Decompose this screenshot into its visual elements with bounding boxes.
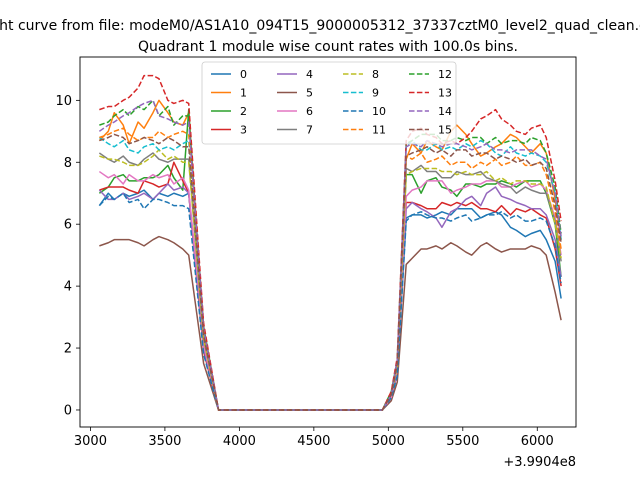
chart-title: Quadrant 1 module wise count rates with … [138, 39, 518, 55]
y-tick-label: 0 [64, 403, 72, 418]
legend-label-10: 10 [372, 105, 386, 118]
series-line-3 [99, 161, 562, 411]
series-line-11 [99, 127, 562, 411]
x-tick-label: 6000 [521, 434, 554, 449]
legend-label-2: 2 [240, 105, 247, 118]
y-tick-label: 6 [64, 218, 72, 233]
x-offset-label: +3.9904e8 [503, 455, 576, 470]
figure-suptitle: Light curve from file: modeM0/AS1A10_094… [0, 18, 640, 34]
series-line-4 [98, 183, 562, 411]
y-tick-label: 8 [64, 156, 72, 171]
axes-frame [79, 56, 577, 428]
series-line-7 [98, 152, 562, 411]
x-tick-label: 5500 [446, 434, 479, 449]
legend-label-8: 8 [372, 68, 379, 81]
legend-label-14: 14 [438, 105, 452, 118]
x-axis: 3000 3500 4000 4500 5000 5500 6000 [74, 427, 554, 449]
series-line-0 [98, 189, 562, 411]
x-tick-label: 4000 [223, 434, 256, 449]
series-line-15 [99, 133, 562, 411]
y-axis: 0 2 4 6 8 10 [55, 94, 80, 418]
legend-label-11: 11 [372, 124, 386, 137]
legend-box [201, 61, 457, 145]
legend-label-9: 9 [372, 87, 379, 100]
y-tick-label: 2 [64, 342, 72, 357]
series-line-6 [98, 170, 562, 411]
legend-label-0: 0 [240, 68, 247, 81]
x-tick-label: 4500 [297, 434, 330, 449]
legend-label-7: 7 [306, 124, 313, 137]
series-line-2 [98, 108, 562, 411]
series-line-10 [98, 192, 562, 411]
x-tick-label: 3500 [148, 434, 181, 449]
legend-label-4: 4 [306, 68, 313, 81]
legend-label-5: 5 [306, 87, 313, 100]
legend-label-6: 6 [306, 105, 313, 118]
series-line-8 [99, 149, 562, 411]
y-tick-label: 10 [55, 94, 72, 109]
x-tick-label: 3000 [74, 434, 107, 449]
legend-label-12: 12 [438, 68, 452, 81]
series-line-9 [98, 136, 562, 411]
x-tick-label: 5000 [372, 434, 405, 449]
legend-label-15: 15 [438, 124, 452, 137]
legend-label-13: 13 [438, 87, 452, 100]
legend-label-1: 1 [240, 87, 247, 100]
legend-label-3: 3 [240, 124, 247, 137]
series-line-14 [98, 99, 562, 411]
series-line-5 [99, 235, 562, 411]
y-tick-label: 4 [64, 280, 72, 295]
